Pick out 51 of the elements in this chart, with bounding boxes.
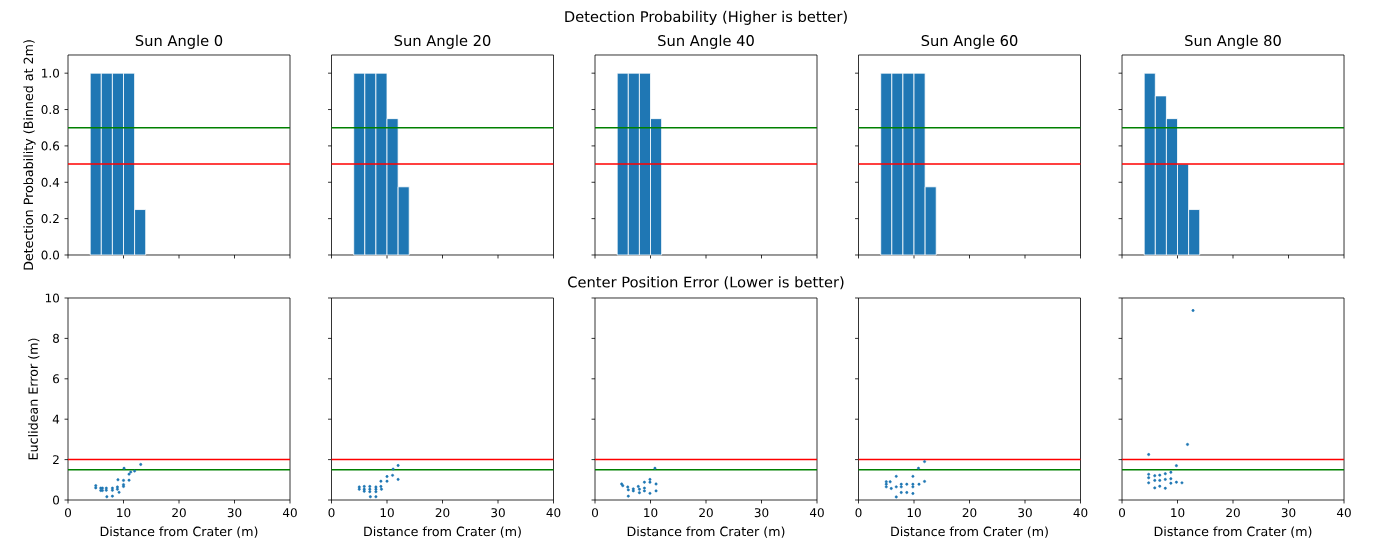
x-tick-label: 10: [1171, 508, 1185, 518]
x-tick-label: 30: [1018, 508, 1032, 518]
x-tick-label: 10: [644, 508, 658, 518]
x-tick-label: 40: [546, 508, 561, 518]
x-tick-label: 0: [1118, 508, 1126, 518]
x-tick-label: 20: [172, 508, 186, 518]
y-tick-label: 0.6: [41, 141, 60, 151]
text: Center Position Error (Lower is better): [568, 276, 844, 290]
y-tick-label: 4: [52, 414, 60, 424]
x-tick-label: 30: [1281, 508, 1296, 518]
x-tick-label: 20: [962, 508, 977, 518]
y-tick-label: 0.0: [41, 250, 60, 260]
x-axis-title: Distance from Crater (m): [364, 526, 521, 538]
chart-title: Sun Angle 40: [658, 34, 754, 49]
x-tick-label: 0: [64, 508, 72, 518]
y-tick-label: 0.8: [41, 105, 60, 115]
y-tick-label: 8: [53, 333, 60, 343]
x-tick-label: 40: [1073, 508, 1088, 518]
x-tick-label: 30: [227, 508, 242, 518]
x-tick-label: 20: [435, 508, 450, 518]
x-tick-label: 40: [282, 508, 297, 518]
x-tick-label: 20: [1226, 508, 1240, 518]
x-tick-label: 30: [754, 508, 769, 518]
chart-title: Sun Angle 20: [394, 34, 491, 49]
x-tick-label: 0: [855, 508, 862, 518]
y-tick-label: 6: [53, 374, 60, 384]
y-axis-title: Euclidean Error (m): [28, 338, 40, 460]
chart-title: Sun Angle 80: [1185, 34, 1281, 49]
chart-title: Sun Angle 60: [921, 34, 1018, 49]
x-axis-title: Distance from Crater (m): [1154, 526, 1312, 538]
chart-title: Sun Angle 0: [135, 34, 223, 49]
x-axis-title: Distance from Crater (m): [891, 526, 1048, 538]
y-tick-label: 2: [53, 455, 59, 465]
x-tick-label: 10: [907, 508, 921, 518]
x-tick-label: 30: [491, 508, 505, 518]
y-tick-label: 0.4: [41, 177, 60, 187]
y-tick-label: 0.2: [41, 214, 59, 224]
y-tick-label: 1.0: [42, 68, 60, 78]
x-tick-label: 40: [809, 508, 824, 518]
x-axis-title: Distance from Crater (m): [627, 526, 785, 538]
text: Detection Probability (Higher is better): [565, 10, 847, 25]
y-tick-label: 10: [45, 293, 60, 303]
y-tick-label: 0: [52, 495, 60, 505]
x-tick-label: 0: [328, 508, 335, 518]
y-axis-title: Detection Probability (Binned at 2m): [23, 40, 36, 270]
x-tick-label: 10: [117, 508, 131, 518]
x-tick-label: 20: [699, 508, 713, 518]
x-axis-title: Distance from Crater (m): [100, 526, 258, 538]
x-tick-label: 10: [380, 508, 394, 518]
x-tick-label: 40: [1336, 508, 1351, 518]
x-tick-label: 0: [591, 508, 599, 518]
